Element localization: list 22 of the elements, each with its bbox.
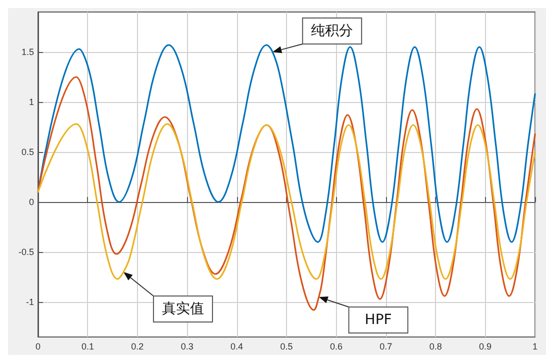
x-tick-label: 0.8 bbox=[429, 342, 442, 352]
annotation: 纯积分 bbox=[311, 23, 354, 39]
line-series bbox=[37, 123, 536, 280]
y-tick-label: 1 bbox=[28, 97, 34, 107]
x-tick-label: 0.2 bbox=[131, 342, 144, 352]
y-tick-label: 0.5 bbox=[21, 147, 34, 157]
annotation: 真实值 bbox=[162, 301, 204, 317]
x-tick-label: 1 bbox=[532, 342, 538, 352]
x-tick-label: 0.6 bbox=[330, 342, 342, 352]
x-tick-label: 0.9 bbox=[479, 342, 492, 352]
x-tick-label: 0.1 bbox=[81, 342, 94, 352]
x-tick-label: 0.4 bbox=[230, 342, 244, 352]
y-tick-label: -1 bbox=[26, 297, 34, 307]
annotation: HPF bbox=[364, 312, 392, 328]
line-series bbox=[37, 44, 536, 243]
x-tick-label: 0.5 bbox=[280, 342, 293, 352]
y-tick-label: 1.5 bbox=[21, 47, 34, 57]
x-tick-label: 0.3 bbox=[180, 342, 194, 352]
y-tick-label: -0.5 bbox=[18, 247, 34, 257]
y-tick-label: 0 bbox=[28, 197, 34, 207]
x-tick-label: 0 bbox=[35, 342, 41, 352]
x-tick-label: 0.7 bbox=[380, 342, 392, 352]
